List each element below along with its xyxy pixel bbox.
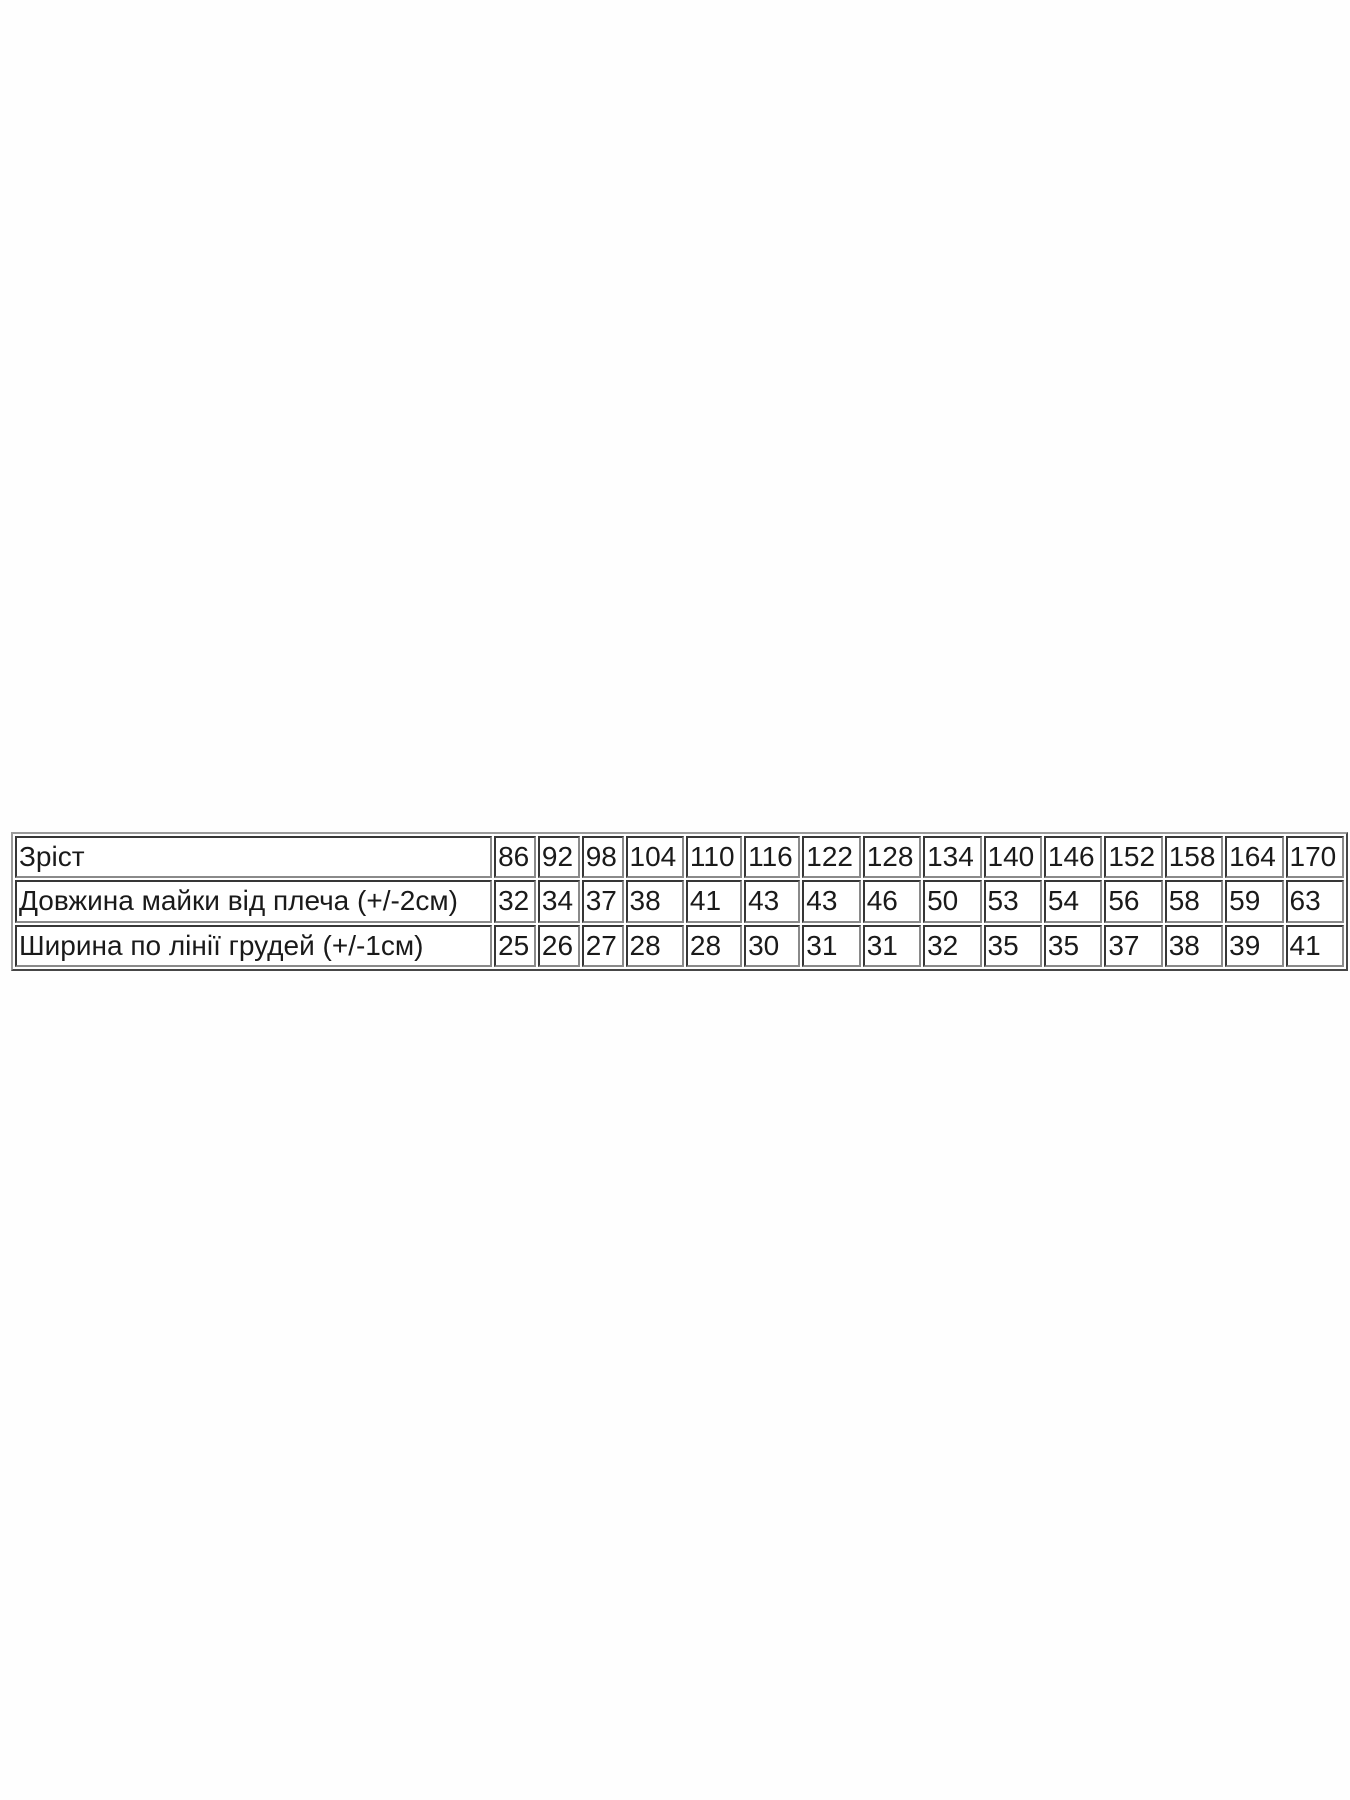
table-cell: 28 xyxy=(685,924,743,967)
table-cell: 31 xyxy=(802,924,861,967)
row-label: Довжина майки від плеча (+/-2см) xyxy=(15,880,493,923)
table-cell: 63 xyxy=(1285,880,1344,923)
table-cell: 50 xyxy=(923,880,982,923)
table-cell: 25 xyxy=(494,924,536,967)
table-cell: 54 xyxy=(1043,880,1103,923)
size-chart-table: Зріст 86 92 98 104 110 116 122 128 134 140 146 152 15… xyxy=(11,832,1348,971)
table-cell: 41 xyxy=(685,880,743,923)
table-cell: 128 xyxy=(862,836,922,879)
table-cell: 58 xyxy=(1164,880,1224,923)
table-cell: 122 xyxy=(802,836,861,879)
table-cell: 152 xyxy=(1104,836,1163,879)
row-label: Ширина по лінії грудей (+/-1см) xyxy=(15,924,493,967)
table-cell: 86 xyxy=(494,836,536,879)
size-chart-body: Зріст 86 92 98 104 110 116 122 128 134 140 146 152 15… xyxy=(15,836,1344,967)
table-cell: 164 xyxy=(1225,836,1284,879)
table-cell: 110 xyxy=(685,836,743,879)
table-cell: 35 xyxy=(1043,924,1103,967)
table-cell: 37 xyxy=(1104,924,1163,967)
table-cell: 28 xyxy=(625,924,684,967)
table-cell: 27 xyxy=(581,924,624,967)
table-cell: 53 xyxy=(983,880,1042,923)
table-cell: 43 xyxy=(802,880,861,923)
row-length: Довжина майки від плеча (+/-2см) 32 34 37 38… xyxy=(15,880,1344,923)
table-cell: 92 xyxy=(537,836,580,879)
table-cell: 158 xyxy=(1164,836,1224,879)
table-cell: 32 xyxy=(494,880,536,923)
row-height: Зріст 86 92 98 104 110 116 122 128 134 140 146 152 15… xyxy=(15,836,1344,879)
table-cell: 56 xyxy=(1104,880,1163,923)
table-cell: 43 xyxy=(744,880,801,923)
table-cell: 98 xyxy=(581,836,624,879)
table-cell: 31 xyxy=(862,924,922,967)
table-cell: 46 xyxy=(862,880,922,923)
table-cell: 59 xyxy=(1225,880,1284,923)
table-cell: 170 xyxy=(1285,836,1344,879)
table-cell: 38 xyxy=(625,880,684,923)
table-cell: 35 xyxy=(983,924,1042,967)
table-cell: 146 xyxy=(1043,836,1103,879)
table-cell: 134 xyxy=(923,836,982,879)
row-chest-width: Ширина по лінії грудей (+/-1см) 25 26 27 28 2… xyxy=(15,924,1344,967)
table-cell: 32 xyxy=(923,924,982,967)
table-cell: 41 xyxy=(1285,924,1344,967)
table-cell: 37 xyxy=(581,880,624,923)
table-cell: 104 xyxy=(625,836,684,879)
row-label: Зріст xyxy=(15,836,493,879)
table-cell: 140 xyxy=(983,836,1042,879)
table-cell: 26 xyxy=(537,924,580,967)
table-cell: 30 xyxy=(744,924,801,967)
table-cell: 38 xyxy=(1164,924,1224,967)
table-cell: 39 xyxy=(1225,924,1284,967)
table-cell: 34 xyxy=(537,880,580,923)
table-cell: 116 xyxy=(744,836,801,879)
